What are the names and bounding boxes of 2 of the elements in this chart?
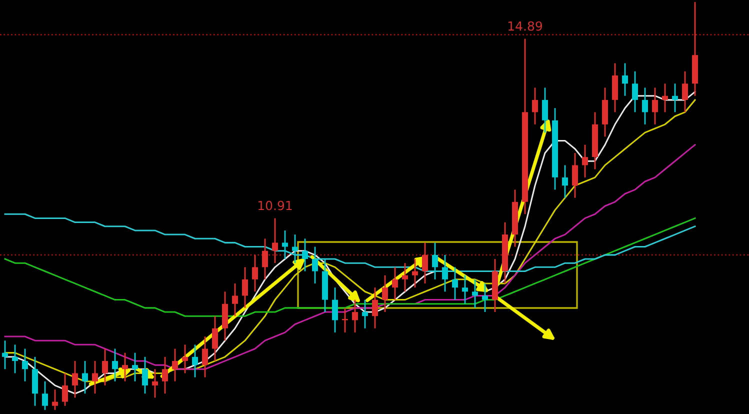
annotation: 14.89 <box>508 21 542 31</box>
annotation: 10.91 <box>258 200 292 210</box>
